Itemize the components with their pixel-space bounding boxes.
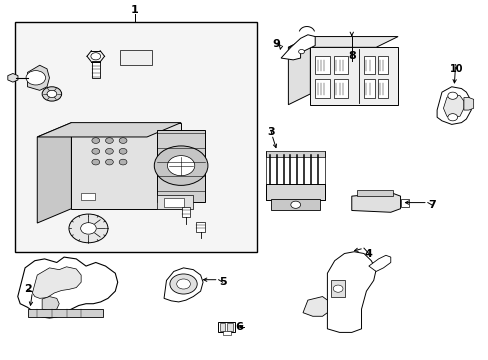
Bar [363, 55, 374, 74]
Bar [226, 323, 232, 331]
Polygon shape [303, 297, 327, 316]
Bar [266, 151, 325, 157]
Circle shape [447, 92, 457, 99]
Circle shape [92, 138, 100, 143]
Bar [333, 55, 347, 74]
Bar [356, 190, 392, 197]
Text: 8: 8 [347, 51, 355, 61]
Polygon shape [288, 37, 397, 47]
Bar [315, 55, 329, 74]
Polygon shape [42, 297, 59, 311]
Polygon shape [281, 35, 315, 60]
Polygon shape [310, 47, 397, 105]
Polygon shape [436, 87, 470, 125]
Bar [181, 207, 190, 217]
Polygon shape [18, 257, 118, 318]
Bar [15, 22, 256, 252]
Circle shape [105, 148, 113, 154]
Polygon shape [71, 123, 181, 209]
Polygon shape [288, 37, 310, 105]
Bar [266, 184, 325, 200]
Circle shape [290, 201, 300, 208]
Polygon shape [368, 255, 390, 271]
Bar [81, 193, 95, 200]
Polygon shape [163, 268, 203, 302]
Circle shape [119, 138, 127, 143]
Circle shape [81, 223, 96, 234]
Bar [92, 60, 100, 78]
Bar [363, 79, 374, 98]
Circle shape [92, 148, 100, 154]
Circle shape [154, 146, 207, 185]
Bar [222, 331, 231, 335]
Text: 3: 3 [267, 127, 275, 136]
Circle shape [92, 159, 100, 165]
Text: 9: 9 [272, 39, 280, 49]
Bar [315, 79, 329, 98]
Circle shape [105, 138, 113, 143]
Bar [217, 321, 234, 332]
Bar [163, 198, 183, 207]
Circle shape [69, 214, 108, 243]
Circle shape [176, 279, 190, 289]
Circle shape [105, 159, 113, 165]
Text: 6: 6 [235, 322, 243, 332]
Circle shape [119, 148, 127, 154]
Text: 5: 5 [218, 277, 226, 287]
Bar [157, 195, 193, 209]
Bar [271, 199, 320, 211]
Circle shape [167, 156, 194, 176]
Text: 10: 10 [449, 64, 463, 74]
Text: 7: 7 [427, 200, 435, 210]
Polygon shape [463, 98, 473, 110]
Circle shape [447, 114, 457, 121]
Text: 2: 2 [23, 284, 31, 294]
Polygon shape [443, 94, 463, 118]
Circle shape [332, 285, 342, 292]
Bar [400, 199, 408, 207]
Polygon shape [32, 267, 81, 298]
Polygon shape [157, 130, 205, 202]
Bar [27, 309, 103, 317]
Polygon shape [37, 123, 71, 223]
Bar [333, 79, 347, 98]
Polygon shape [37, 123, 181, 137]
Polygon shape [351, 193, 400, 212]
Bar [377, 55, 387, 74]
Bar [330, 280, 344, 297]
Circle shape [47, 90, 57, 98]
Text: 4: 4 [364, 248, 372, 258]
Circle shape [26, 71, 45, 85]
Circle shape [91, 53, 101, 60]
Polygon shape [327, 252, 375, 332]
Circle shape [119, 159, 127, 165]
Bar [377, 79, 387, 98]
Circle shape [42, 87, 61, 101]
Polygon shape [27, 65, 49, 90]
Circle shape [169, 274, 197, 294]
Circle shape [298, 49, 304, 54]
Polygon shape [8, 73, 18, 82]
Bar [196, 222, 204, 231]
Bar [219, 323, 225, 331]
Text: 1: 1 [131, 5, 139, 15]
Bar [120, 50, 152, 65]
